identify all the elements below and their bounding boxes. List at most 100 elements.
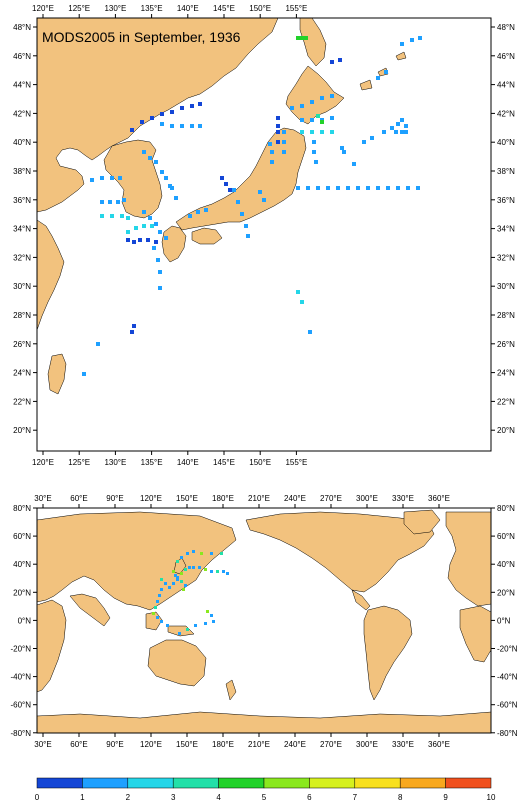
- top-lat-label-left: 42°N: [13, 109, 31, 118]
- observation-marker: [210, 552, 213, 555]
- observation-marker: [310, 130, 314, 134]
- observation-marker: [206, 610, 209, 613]
- observation-marker: [132, 324, 136, 328]
- observation-marker: [158, 270, 162, 274]
- observation-marker: [122, 198, 126, 202]
- top-lat-label-right: 44°N: [497, 81, 515, 90]
- bottom-lon-label-bottom: 240°E: [284, 740, 306, 749]
- observation-marker: [152, 246, 156, 250]
- bottom-lon-label-top: 300°E: [356, 494, 378, 503]
- observation-marker: [172, 582, 175, 585]
- bottom-lat-label-left: 20°N: [13, 588, 31, 597]
- observation-marker: [148, 156, 152, 160]
- bottom-lon-label-bottom: 300°E: [356, 740, 378, 749]
- top-lat-label-left: 34°N: [13, 225, 31, 234]
- bottom-lon-label-top: 90°E: [106, 494, 123, 503]
- observation-marker: [198, 102, 202, 106]
- taiwan-island: [47, 353, 67, 395]
- top-lon-label-top: 120°E: [32, 4, 54, 13]
- observation-marker: [182, 588, 185, 591]
- bottom-lon-label-top: 210°E: [248, 494, 270, 503]
- colorbar-tick-label: 2: [126, 793, 131, 802]
- observation-marker: [300, 300, 304, 304]
- observation-marker: [184, 568, 187, 571]
- observation-marker: [100, 200, 104, 204]
- top-lat-label-right: 48°N: [497, 23, 515, 32]
- observation-marker: [140, 120, 144, 124]
- observation-marker: [82, 372, 86, 376]
- top-lon-label-bottom: 135°E: [141, 458, 163, 467]
- top-lat-label-left: 48°N: [13, 23, 31, 32]
- top-lat-label-right: 28°N: [497, 311, 515, 320]
- observation-marker: [192, 550, 195, 553]
- observation-marker: [376, 76, 380, 80]
- bottom-lat-label-right: 20°N: [497, 588, 515, 597]
- observation-marker: [376, 186, 380, 190]
- bottom-lat-label-right: -80°N: [497, 729, 518, 738]
- observation-marker: [154, 606, 157, 609]
- observation-marker: [158, 594, 161, 597]
- africa-right: [459, 605, 492, 663]
- observation-marker: [312, 150, 316, 154]
- bottom-lon-label-bottom: 330°E: [392, 740, 414, 749]
- observation-marker: [160, 122, 164, 126]
- bottom-lat-label-left: 60°N: [13, 532, 31, 541]
- top-lat-label-right: 34°N: [497, 225, 515, 234]
- bottom-lon-label-top: 180°E: [212, 494, 234, 503]
- observation-marker: [296, 36, 300, 40]
- observation-marker: [268, 142, 272, 146]
- bottom-lon-label-top: 360°E: [428, 494, 450, 503]
- observation-marker: [150, 224, 154, 228]
- observation-marker: [356, 186, 360, 190]
- bottom-lat-label-left: 80°N: [13, 504, 31, 513]
- colorbar-tick-label: 6: [307, 793, 312, 802]
- observation-marker: [276, 124, 280, 128]
- colorbar-swatch: [36, 777, 83, 789]
- bottom-lon-label-bottom: 30°E: [34, 740, 51, 749]
- top-lon-label-bottom: 125°E: [68, 458, 90, 467]
- observation-marker: [232, 188, 236, 192]
- observation-marker: [404, 130, 408, 134]
- observation-marker: [240, 212, 244, 216]
- observation-marker: [396, 122, 400, 126]
- observation-marker: [108, 200, 112, 204]
- observation-marker: [290, 106, 294, 110]
- top-lat-label-left: 44°N: [13, 81, 31, 90]
- observation-marker: [142, 210, 146, 214]
- observation-marker: [306, 186, 310, 190]
- observation-marker: [352, 162, 356, 166]
- observation-marker: [130, 128, 134, 132]
- observation-marker: [400, 130, 404, 134]
- observation-marker: [220, 176, 224, 180]
- observation-marker: [116, 200, 120, 204]
- observation-marker: [276, 140, 280, 144]
- observation-marker: [196, 210, 200, 214]
- observation-marker: [138, 238, 142, 242]
- bottom-lat-label-right: 0°N: [497, 616, 511, 625]
- observation-marker: [400, 118, 404, 122]
- observation-marker: [142, 224, 146, 228]
- top-lat-label-left: 46°N: [13, 52, 31, 61]
- bottom-lon-label-bottom: 90°E: [106, 740, 123, 749]
- bottom-lon-label-top: 150°E: [176, 494, 198, 503]
- observation-marker: [276, 116, 280, 120]
- colorbar-tick-label: 9: [443, 793, 448, 802]
- observation-marker: [304, 36, 308, 40]
- colorbar-swatch: [218, 777, 265, 789]
- observation-marker: [386, 186, 390, 190]
- observation-marker: [244, 224, 248, 228]
- observation-marker: [180, 556, 183, 559]
- map-title: MODS2005 in September, 1936: [42, 29, 241, 45]
- bottom-map-observations: [152, 550, 229, 635]
- observation-marker: [216, 570, 219, 573]
- bottom-lat-label-left: -60°N: [10, 701, 31, 710]
- observation-marker: [220, 552, 223, 555]
- observation-marker: [118, 176, 122, 180]
- north-america-landmass: [245, 511, 435, 593]
- observation-marker: [156, 616, 159, 619]
- colorbar-tick-label: 4: [216, 793, 221, 802]
- bottom-lon-label-bottom: 120°E: [140, 740, 162, 749]
- observation-marker: [142, 150, 146, 154]
- bottom-lon-label-bottom: 360°E: [428, 740, 450, 749]
- observation-marker: [228, 188, 232, 192]
